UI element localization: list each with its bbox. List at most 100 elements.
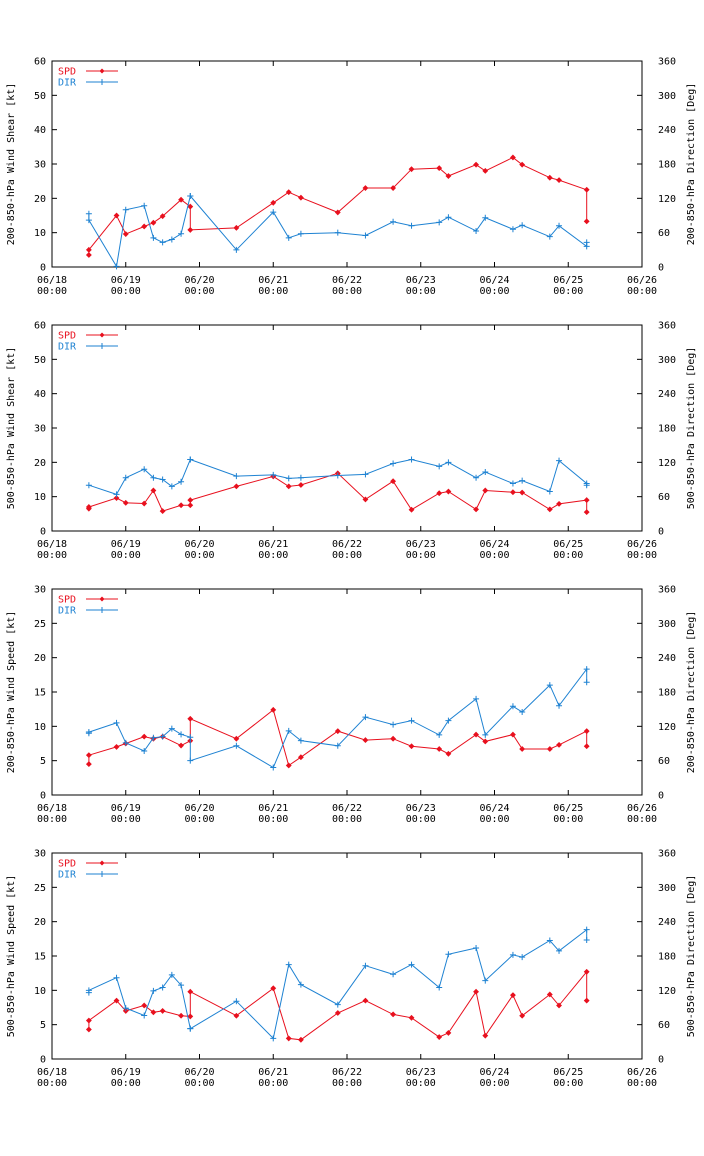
y-tick-label: 40 [34, 389, 46, 400]
dir-point [362, 962, 369, 969]
x-tick-label-time: 00:00 [111, 550, 141, 561]
dir-point [583, 666, 590, 673]
x-tick-label-date: 06/20 [184, 539, 214, 550]
y2-axis-title: 500-850-hPa Direction [Deg] [686, 347, 697, 510]
plot-frame [51, 852, 643, 1060]
spd-point [187, 226, 194, 233]
x-tick-label-time: 00:00 [406, 286, 436, 297]
x-tick-label-time: 00:00 [111, 1078, 141, 1089]
spd-point [510, 489, 516, 496]
y2-tick-label: 180 [658, 160, 676, 171]
x-tick-label-date: 06/19 [111, 1067, 141, 1078]
spd-point [445, 488, 452, 495]
x-tick-label-date: 06/26 [627, 803, 657, 814]
spd-point [556, 1002, 562, 1009]
plot-frame [51, 588, 643, 796]
legend-label-spd: SPD [58, 331, 76, 342]
dir-point [509, 226, 516, 233]
spd-point [85, 761, 92, 768]
spd-point [445, 1029, 452, 1036]
chart-panel-1: 010203040506006012018024030036006/1800:0… [6, 57, 697, 298]
spd-point [390, 1011, 397, 1018]
y-axis-title: 200-850-hPa Wind Speed [kt] [6, 611, 17, 774]
dir-point [509, 480, 516, 487]
x-tick-label-time: 00:00 [553, 550, 583, 561]
legend-label-dir: DIR [58, 870, 77, 881]
y-tick-label: 50 [34, 91, 46, 102]
dir-point [436, 731, 443, 738]
dir-point [519, 222, 526, 229]
dir-point [390, 971, 397, 978]
dir-point [519, 477, 526, 484]
dir-point [436, 463, 443, 470]
y2-tick-label: 60 [658, 1020, 670, 1031]
dir-series-line [88, 667, 588, 769]
x-tick-label-time: 00:00 [627, 286, 657, 297]
y2-tick-label: 240 [658, 389, 676, 400]
spd-point [436, 1034, 443, 1040]
y2-tick-label: 240 [658, 653, 676, 664]
spd-point [233, 224, 240, 231]
y2-tick-label: 300 [658, 91, 676, 102]
dir-point [482, 469, 489, 476]
x-tick-label-time: 00:00 [553, 286, 583, 297]
y2-tick-label: 360 [658, 321, 676, 332]
dir-point [556, 222, 563, 229]
dir-point [546, 488, 553, 495]
spd-point [178, 742, 184, 749]
spd-point [583, 968, 590, 975]
dir-point [482, 731, 489, 738]
spd-point [510, 731, 516, 738]
chart-panel-2: 010203040506006012018024030036006/1800:0… [6, 321, 697, 562]
x-tick-label-date: 06/22 [332, 275, 362, 286]
spd-point [141, 1002, 148, 1009]
spd-point [141, 733, 148, 740]
y-tick-label: 10 [34, 228, 46, 239]
y2-tick-label: 0 [658, 527, 664, 538]
dir-point [285, 727, 292, 734]
y2-axis-title: 500-850-hPa Direction [Deg] [686, 875, 697, 1038]
spd-point [436, 490, 443, 497]
spd-point [187, 203, 194, 210]
dir-point [233, 998, 240, 1005]
dir-point [436, 219, 443, 226]
y2-tick-label: 120 [658, 722, 676, 733]
x-tick-label-date: 06/24 [479, 1067, 509, 1078]
legend-label-dir: DIR [58, 342, 77, 353]
x-tick-label-date: 06/23 [406, 803, 436, 814]
dir-point [334, 229, 341, 236]
spd-point [159, 213, 166, 220]
dir-point [187, 734, 194, 741]
x-tick-label-time: 00:00 [258, 550, 288, 561]
y-tick-label: 5 [40, 756, 46, 767]
x-tick-label-date: 06/25 [553, 275, 583, 286]
x-tick-label-time: 00:00 [37, 286, 67, 297]
x-tick-label-time: 00:00 [627, 1078, 657, 1089]
x-tick-label-date: 06/20 [184, 275, 214, 286]
dir-point [482, 977, 489, 984]
dir-point [436, 984, 443, 991]
x-tick-label-date: 06/22 [332, 1067, 362, 1078]
x-tick-label-date: 06/18 [37, 275, 67, 286]
x-tick-label-time: 00:00 [184, 814, 214, 825]
dir-point [270, 209, 277, 216]
spd-point [187, 502, 194, 509]
x-tick-label-time: 00:00 [406, 1078, 436, 1089]
spd-point [408, 743, 415, 750]
dir-point [159, 239, 166, 246]
spd-point [187, 497, 194, 504]
x-tick-label-date: 06/21 [258, 803, 288, 814]
dir-point [482, 214, 489, 221]
spd-point [150, 219, 157, 226]
x-tick-label-date: 06/23 [406, 1067, 436, 1078]
x-tick-label-date: 06/18 [37, 539, 67, 550]
dir-point [159, 476, 166, 483]
spd-point [187, 1013, 194, 1020]
dir-point [297, 737, 304, 744]
spd-point [519, 1012, 526, 1019]
spd-point [556, 741, 562, 748]
spd-point [178, 196, 184, 203]
dir-point [233, 742, 240, 749]
spd-point [85, 252, 92, 258]
y-tick-label: 50 [34, 355, 46, 366]
